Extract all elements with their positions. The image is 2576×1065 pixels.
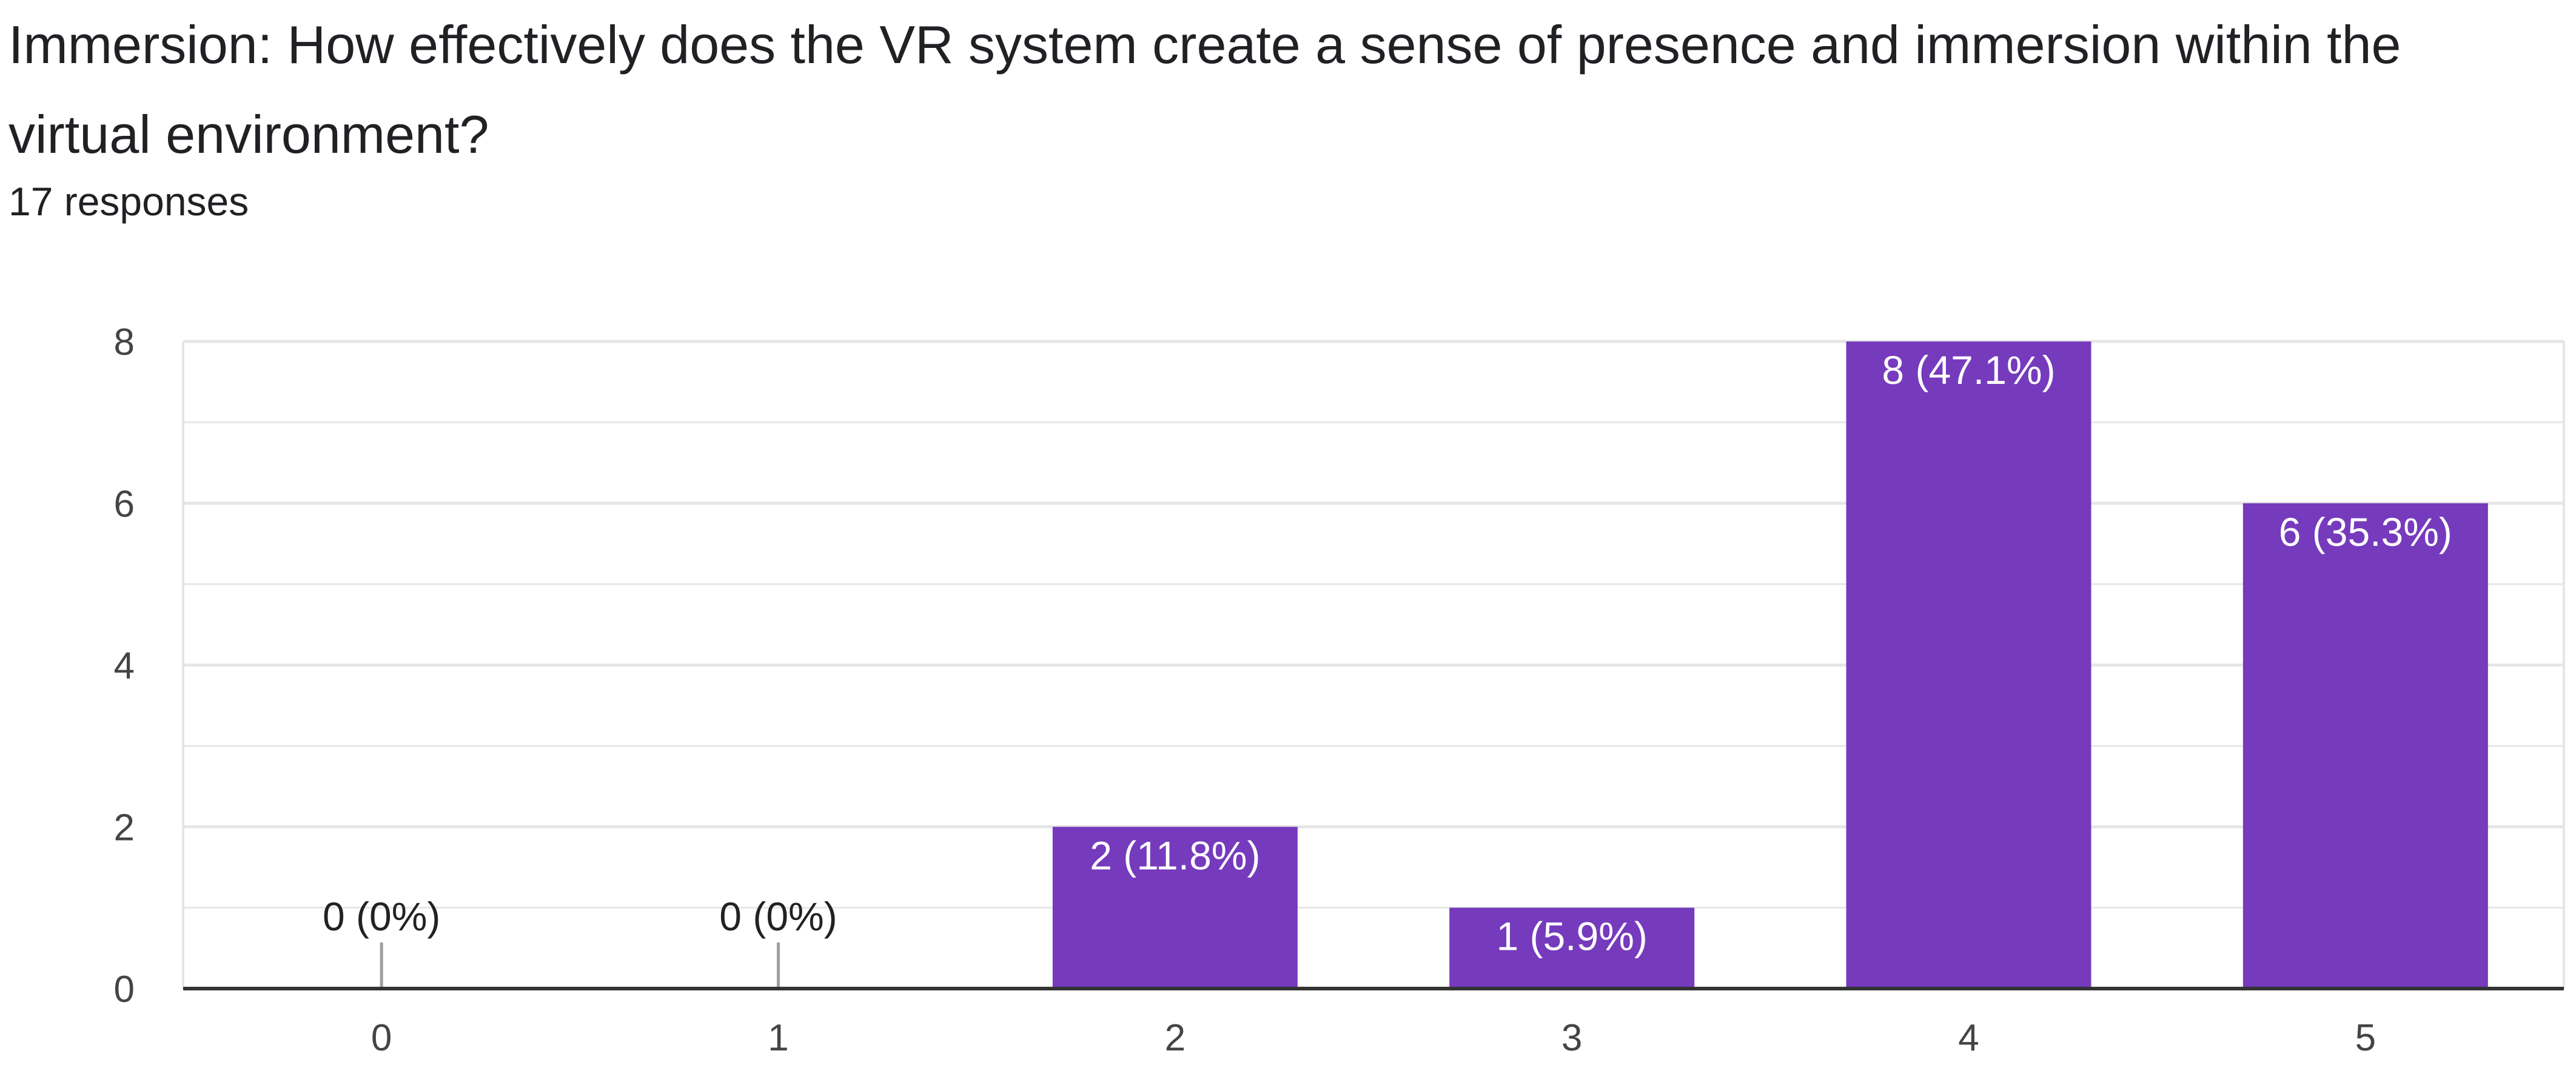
bar <box>1449 907 1695 989</box>
y-tick-label: 8 <box>114 321 135 363</box>
x-tick-label: 3 <box>1561 1017 1582 1059</box>
y-tick-label: 0 <box>114 969 135 1010</box>
bar <box>1052 827 1298 989</box>
x-tick-label: 4 <box>1958 1017 1979 1059</box>
data-label: 0 (0%) <box>323 894 440 939</box>
bar <box>1846 341 2091 989</box>
bar <box>2242 503 2488 989</box>
y-tick-label: 4 <box>114 645 135 687</box>
y-tick-label: 6 <box>114 483 135 525</box>
response-count: 17 responses <box>8 179 249 224</box>
x-tick-label: 1 <box>768 1017 788 1059</box>
data-label: 6 (35.3%) <box>2279 509 2452 554</box>
y-tick-label: 2 <box>114 807 135 848</box>
data-label: 0 (0%) <box>719 894 837 939</box>
x-tick-label: 2 <box>1165 1017 1186 1059</box>
data-label: 1 (5.9%) <box>1496 914 1647 959</box>
x-tick-label: 5 <box>2355 1017 2376 1059</box>
x-tick-label: 0 <box>371 1017 392 1059</box>
data-label: 2 (11.8%) <box>1090 833 1260 878</box>
question-title: Immersion: How effectively does the VR s… <box>8 15 2401 164</box>
data-label: 8 (47.1%) <box>1882 348 2055 392</box>
